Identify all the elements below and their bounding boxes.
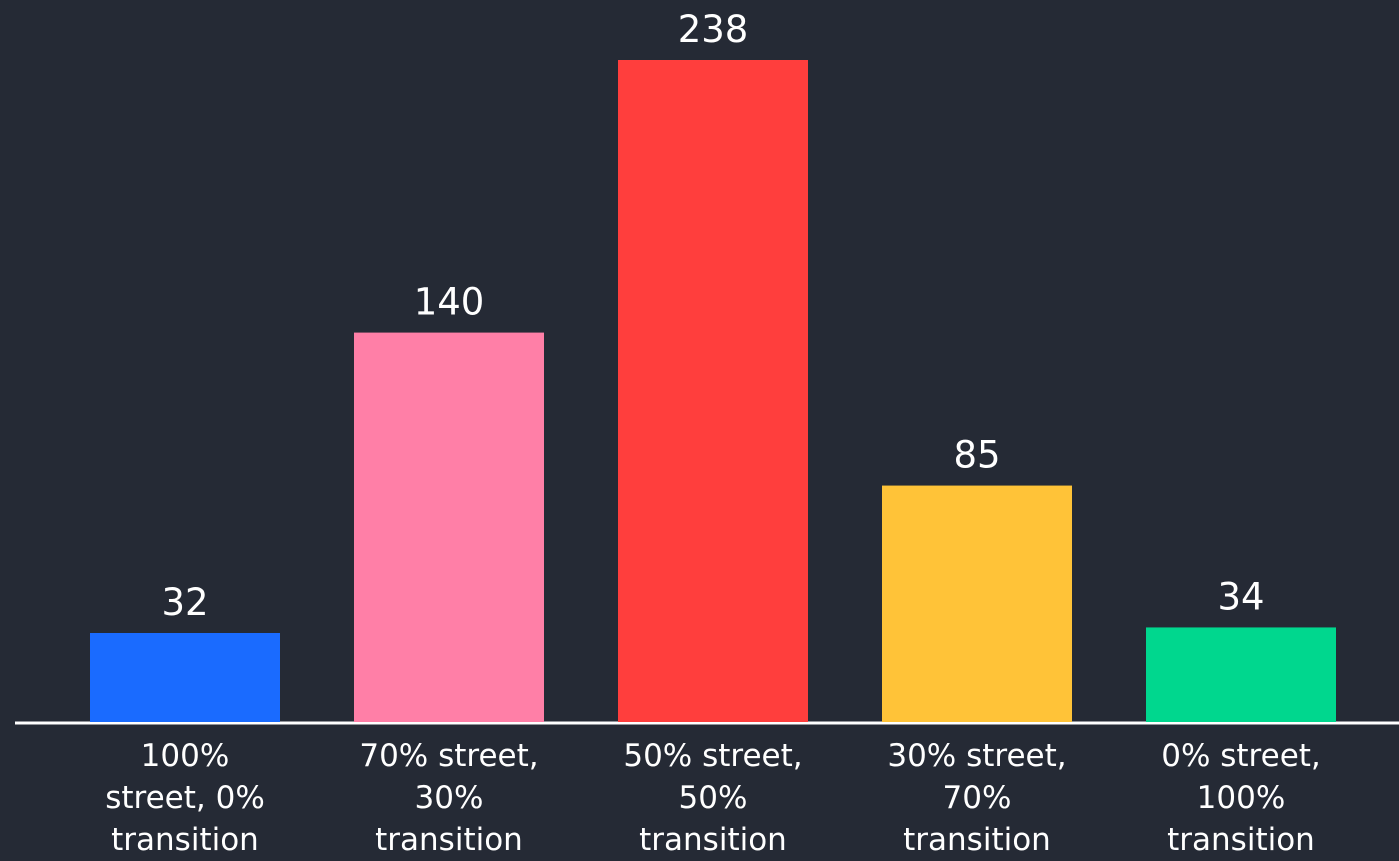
bar [882, 485, 1072, 722]
category-label: 30% street, 70% transition [887, 738, 1067, 858]
category-label: 100% street, 0% transition [105, 738, 265, 858]
bar [354, 332, 544, 722]
category-label: 70% street, 30% transition [359, 738, 539, 858]
value-label: 85 [953, 434, 1000, 477]
value-label: 238 [678, 8, 749, 51]
bar [1146, 627, 1336, 722]
category-label: 0% street, 100% transition [1161, 738, 1321, 858]
bar [90, 632, 280, 722]
value-label: 140 [414, 281, 485, 324]
bar [618, 60, 808, 722]
value-label: 32 [161, 581, 208, 624]
category-label: 50% street, 50% transition [623, 738, 803, 858]
value-label: 34 [1217, 575, 1264, 618]
